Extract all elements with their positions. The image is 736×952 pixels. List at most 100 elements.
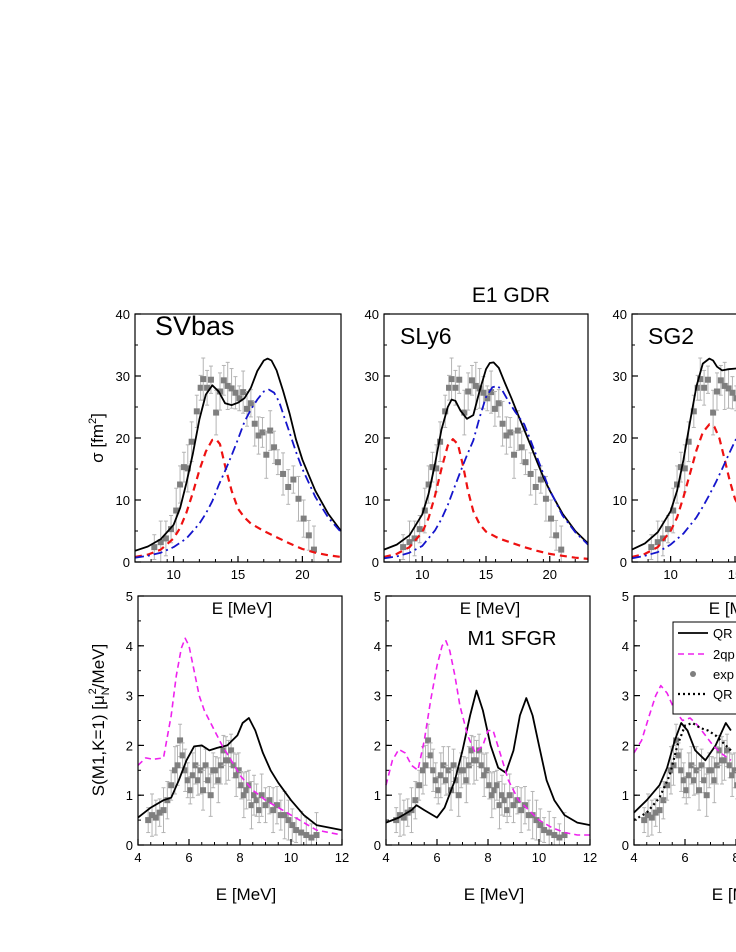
m1-exp-point xyxy=(184,777,191,784)
e1-exp-point xyxy=(733,395,736,402)
m1-exp-point xyxy=(486,782,493,789)
e1-exp-point xyxy=(488,389,495,396)
e1-series-line-1 xyxy=(631,423,736,559)
e1-exp-point xyxy=(240,389,247,396)
m1-exp-point xyxy=(701,777,708,784)
e1-exp-point xyxy=(274,459,281,466)
m1-y-label-tail: /MeV] xyxy=(89,644,108,688)
m1-exp-point xyxy=(685,772,692,779)
e1-exp-point xyxy=(514,427,521,434)
e1-y-tick-label: 10 xyxy=(613,493,627,508)
e1-exp-point xyxy=(484,395,491,402)
m1-x-tick-label: 10 xyxy=(532,850,546,865)
e1-exp-point xyxy=(548,515,555,522)
m1-x-axis-label: E [MeV] xyxy=(712,885,736,904)
e1-exp-point xyxy=(177,481,184,488)
e1-exp-point xyxy=(681,465,688,472)
m1-exp-point xyxy=(468,747,475,754)
m1-y-tick-label: 5 xyxy=(622,589,629,604)
e1-exp-point xyxy=(710,409,717,416)
m1-y-axis-label: S(M1,K=1) [μN2/MeV] xyxy=(87,644,112,796)
m1-exp-point xyxy=(660,797,667,804)
e1-exp-point xyxy=(295,495,302,502)
e1-exp-point xyxy=(654,539,661,546)
e1-exp-point xyxy=(151,544,158,551)
m1-exp-point xyxy=(152,814,159,821)
e1-exp-point xyxy=(491,405,498,412)
e1-panel-label: SG2 xyxy=(648,323,694,349)
m1-y-tick-label: 5 xyxy=(374,589,381,604)
e1-exp-point xyxy=(685,438,692,445)
m1-x-tick-label: 8 xyxy=(732,850,736,865)
e1-series-line-0 xyxy=(631,357,736,551)
m1-y-tick-label: 3 xyxy=(126,689,133,704)
m1-exp-point xyxy=(427,752,434,759)
m1-series-line-1 xyxy=(385,640,590,836)
m1-exp-point xyxy=(212,767,219,774)
e1-exp-point xyxy=(184,465,191,472)
e1-series-line-1 xyxy=(383,438,589,560)
e1-y-tick-label: 20 xyxy=(365,431,379,446)
e1-exp-point xyxy=(465,388,472,395)
e1-exp-point xyxy=(216,388,223,395)
m1-exp-point xyxy=(192,762,199,769)
m1-exp-point xyxy=(514,797,521,804)
e1-exp-point xyxy=(236,395,243,402)
e1-exp-point xyxy=(665,526,672,533)
e1-exp-point xyxy=(213,409,220,416)
m1-exp-point xyxy=(734,782,736,789)
m1-exp-point xyxy=(518,807,525,814)
m1-x-tick-label: 4 xyxy=(134,850,141,865)
e1-x-axis-label: E [MeV] xyxy=(460,599,520,618)
e1-exp-point xyxy=(180,464,187,471)
m1-exp-point xyxy=(400,814,407,821)
m1-exp-point xyxy=(455,792,462,799)
m1-exp-point xyxy=(205,777,212,784)
e1-exp-point xyxy=(507,429,514,436)
e1-exp-point xyxy=(290,476,297,483)
e1-exp-point xyxy=(532,483,539,490)
e1-y-tick-label: 30 xyxy=(365,369,379,384)
e1-exp-point xyxy=(200,376,207,383)
m1-exp-point xyxy=(432,777,439,784)
m1-exp-point xyxy=(506,792,513,799)
m1-exp-point xyxy=(179,752,186,759)
m1-y-label-sup: 2 xyxy=(87,688,99,694)
m1-exp-point xyxy=(731,767,736,774)
m1-exp-point xyxy=(243,787,250,794)
e1-exp-point xyxy=(690,408,697,415)
m1-y-tick-label: 4 xyxy=(622,639,629,654)
e1-exp-point xyxy=(224,382,231,389)
e1-exp-point xyxy=(416,526,423,533)
m1-exp-point xyxy=(189,772,196,779)
e1-exp-point xyxy=(461,409,468,416)
m1-x-tick-label: 4 xyxy=(630,850,637,865)
m1-exp-point xyxy=(675,752,682,759)
e1-exp-point xyxy=(713,388,720,395)
e1-exp-point xyxy=(162,535,169,542)
m1-exp-point xyxy=(235,767,242,774)
m1-exp-point xyxy=(541,827,548,834)
m1-exp-point xyxy=(693,767,700,774)
m1-frame xyxy=(137,595,343,846)
m1-y-tick-label: 2 xyxy=(126,738,133,753)
m1-exp-point xyxy=(397,812,404,819)
m1-x-tick-label: 6 xyxy=(185,850,192,865)
m1-exp-point xyxy=(678,767,685,774)
e1-exp-point xyxy=(207,376,214,383)
m1-exp-point xyxy=(303,832,310,839)
e1-panel-label: SVbas xyxy=(155,311,235,341)
e1-exp-point xyxy=(263,451,270,458)
e1-exp-point xyxy=(411,535,418,542)
m1-exp-point xyxy=(510,802,517,809)
m1-exp-point xyxy=(273,802,280,809)
legend-entry-0: QR xyxy=(713,626,733,641)
e1-exp-point xyxy=(251,420,258,427)
e1-exp-point xyxy=(406,539,413,546)
e1-y-label-tail: ] xyxy=(88,413,107,418)
m1-x-tick-label: 6 xyxy=(681,850,688,865)
e1-exp-point xyxy=(255,432,262,439)
e1-exp-point xyxy=(267,427,274,434)
e1-exp-point xyxy=(188,438,195,445)
m1-exp-point xyxy=(533,817,540,824)
